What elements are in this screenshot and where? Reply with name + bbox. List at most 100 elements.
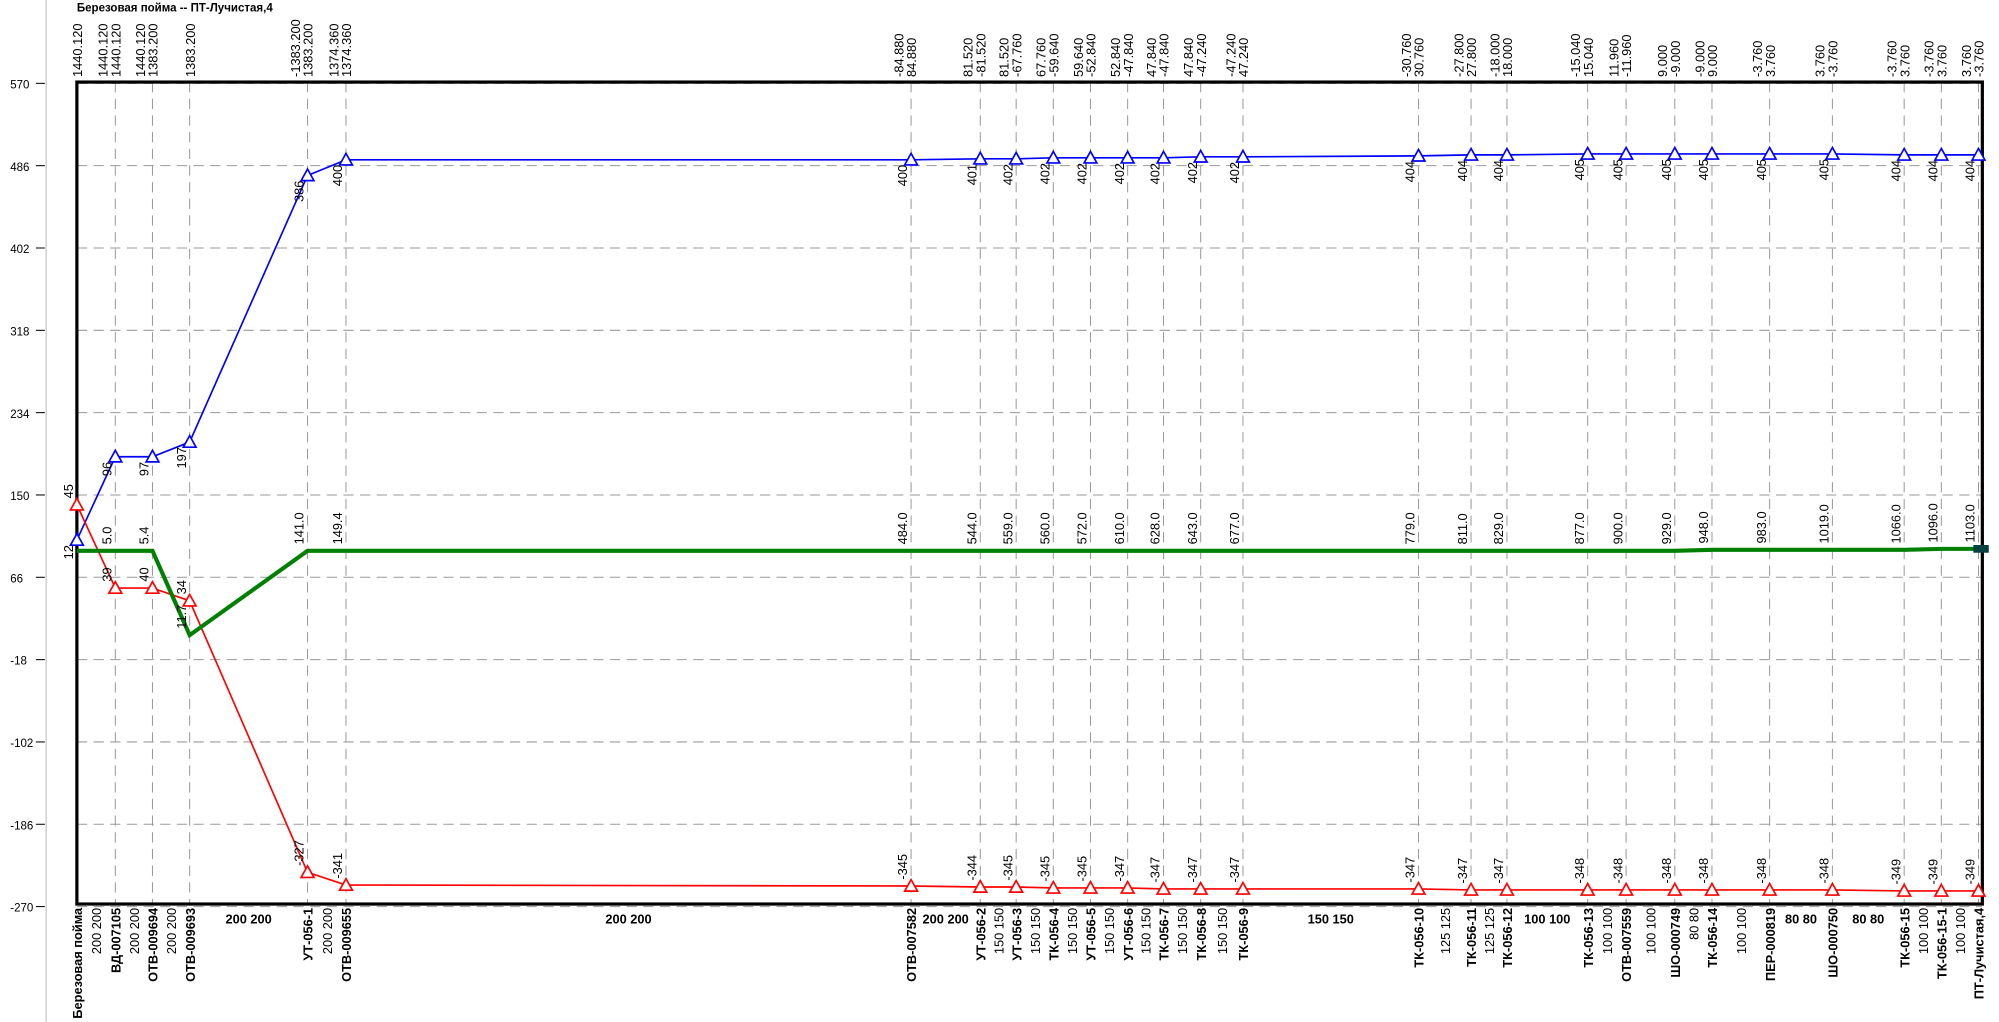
point-label: 149.4 (330, 512, 345, 544)
diameter-label: 125 125 (1482, 908, 1497, 954)
point-marker (299, 167, 316, 182)
y-tick-label: -186 (10, 820, 33, 832)
point-marker (144, 448, 161, 463)
point-label: -348 (1754, 858, 1769, 884)
point-label: 929.0 (1659, 512, 1674, 544)
diameter-label: 100 100 (1600, 908, 1615, 954)
diameter-label: 200 200 (89, 908, 104, 954)
node-name: ПТ-Лучистая,4 (1972, 907, 1987, 999)
point-marker (1082, 879, 1099, 894)
point-label: 5.4 (137, 527, 152, 545)
flow-label: 1374.360 (326, 24, 341, 77)
point-label: 1019.0 (1817, 504, 1832, 543)
node-name: УТ-056-2 (973, 908, 988, 961)
point-marker (1704, 145, 1720, 160)
point-label: -345 (1075, 856, 1090, 882)
point-label: -347 (1491, 858, 1506, 884)
point-label: 400 (330, 165, 345, 186)
point-marker (1666, 881, 1683, 896)
point-label: -347 (1112, 856, 1127, 882)
node-name: ТК-056-15-1 (1934, 908, 1949, 979)
point-label: 1103.0 (1963, 504, 1978, 542)
flow-label: -15.040 (1568, 34, 1583, 77)
node-name: ТК-056-13 (1581, 908, 1596, 968)
node-name: ТК-056-14 (1705, 907, 1720, 968)
point-label: 40 (137, 567, 152, 581)
point-label: 484.0 (895, 512, 910, 544)
point-label: 405 (1696, 159, 1711, 180)
point-marker (1933, 146, 1950, 161)
point-label: 405 (1817, 159, 1832, 180)
flow-label: -3.760 (1922, 41, 1937, 77)
node-name: ОТВ-009693 (183, 908, 198, 982)
point-label: 572.0 (1075, 512, 1090, 544)
diameter-label: 80 80 (1687, 908, 1702, 940)
y-tick-label: -102 (10, 738, 33, 750)
diameter-label: 150 150 (1102, 908, 1117, 954)
point-marker (1896, 146, 1912, 161)
node-name: ПЕР-000819 (1763, 908, 1778, 981)
flow-label: 3.760 (1897, 45, 1912, 77)
point-label: 401 (964, 164, 979, 185)
node-name: ШО-000750 (1826, 908, 1841, 978)
point-marker (1970, 146, 1987, 161)
chart-title: Березовая пойма -- ПТ-Лучистая,4 (77, 3, 273, 15)
diameter-label: 125 125 (1438, 908, 1453, 954)
point-label: 610.0 (1112, 512, 1127, 544)
point-label: -349 (1925, 859, 1940, 885)
flow-label: 11.960 (1606, 39, 1621, 77)
diameter-label: 100 100 (1644, 908, 1659, 954)
point-marker (338, 876, 354, 891)
point-marker (1666, 145, 1683, 160)
node-name: ШО-000749 (1668, 908, 1683, 978)
point-marker (1704, 881, 1720, 896)
point-label: 404 (1963, 160, 1978, 181)
point-marker (1192, 880, 1209, 895)
flow-label: -9.000 (1668, 41, 1683, 77)
flow-label: 59.640 (1071, 38, 1086, 77)
point-label: -347 (1455, 858, 1470, 884)
point-marker (181, 433, 198, 449)
point-label: -348 (1610, 858, 1625, 884)
point-label: -347 (1148, 857, 1163, 883)
flow-label: -1383.200 (288, 19, 303, 77)
flow-label: -84.880 (891, 34, 906, 77)
flow-label: -67.760 (1009, 34, 1024, 77)
flow-label: -3.760 (1884, 41, 1899, 77)
y-tick-label: 570 (10, 79, 29, 91)
flow-label: 81.520 (996, 38, 1011, 77)
plot-frame (75, 80, 1984, 906)
point-label: 404 (1403, 161, 1418, 182)
point-label: 34 (174, 580, 189, 594)
flow-label: 1383.200 (146, 24, 161, 77)
point-marker (107, 579, 124, 595)
point-label: 11.7 (174, 605, 189, 629)
diameter-label: 200 200 (605, 911, 651, 926)
flow-label: -47.240 (1223, 34, 1238, 77)
node-name: Березовая пойма (70, 907, 85, 1019)
point-marker (1008, 150, 1024, 165)
point-label: 12 (61, 545, 76, 559)
diameter-label: 100 100 (1916, 908, 1931, 954)
diameter-label: 100 100 (1524, 911, 1570, 926)
point-marker (1410, 880, 1427, 895)
y-tick-label: 402 (10, 244, 29, 256)
point-marker (1119, 879, 1136, 894)
node-name: УТ-056-6 (1121, 908, 1136, 961)
point-label: 404 (1888, 160, 1903, 181)
y-tick-label: 486 (10, 162, 29, 174)
point-label: 643.0 (1185, 512, 1200, 544)
flow-label: 1440.120 (133, 24, 148, 77)
point-label: 677.0 (1227, 512, 1242, 544)
node-name: ТК-056-8 (1194, 908, 1209, 961)
point-marker (69, 531, 85, 547)
flow-label: 27.800 (1464, 38, 1479, 77)
y-tick-label: 234 (10, 409, 30, 421)
point-marker (1579, 145, 1596, 160)
point-label: -349 (1888, 859, 1903, 885)
flow-label: -3.760 (1826, 41, 1841, 77)
point-label: -345 (895, 854, 910, 880)
flow-label: 3.760 (1934, 45, 1949, 77)
